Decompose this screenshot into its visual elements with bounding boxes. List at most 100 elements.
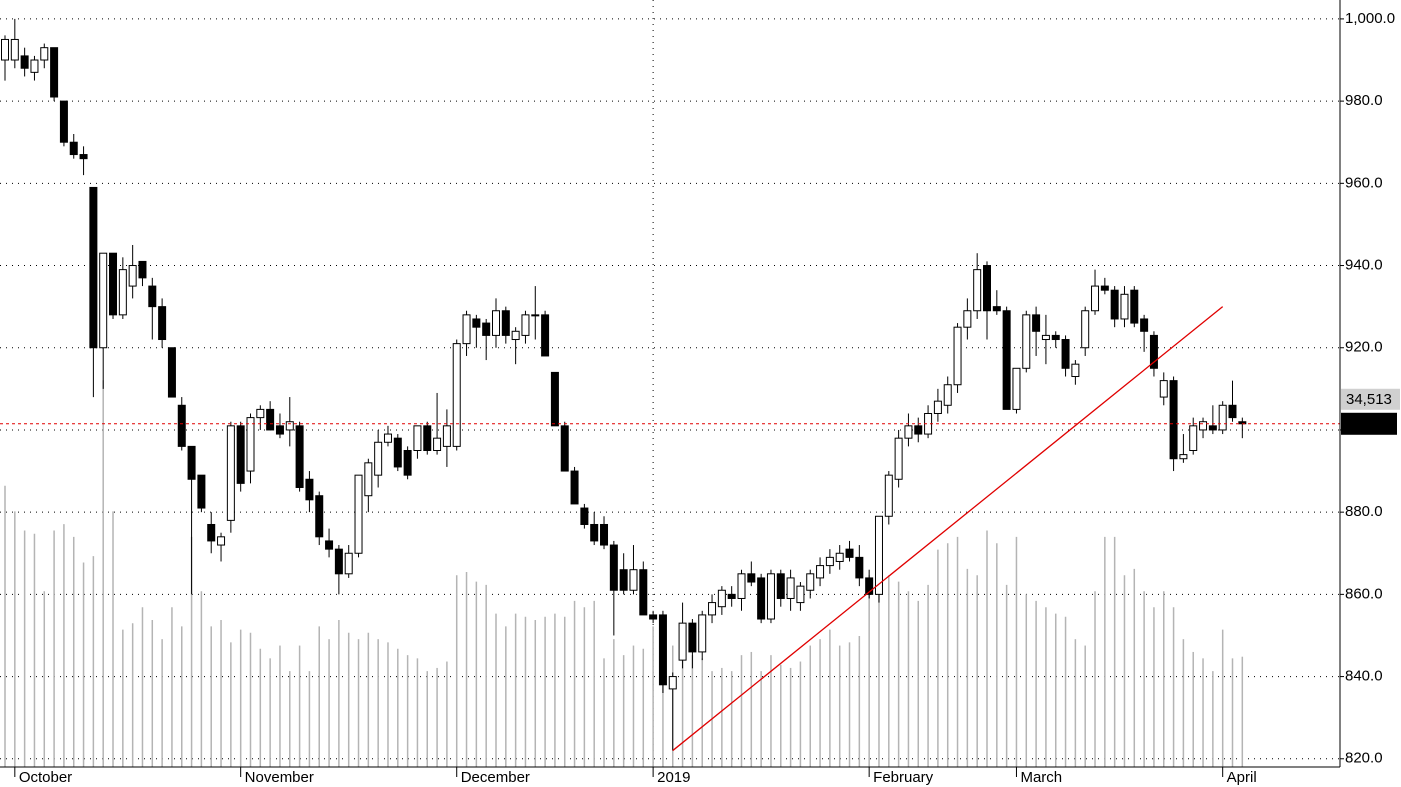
candle-body — [413, 425, 422, 451]
candle-body — [609, 544, 618, 591]
candle-body — [1051, 334, 1060, 341]
candle-body — [766, 573, 775, 620]
candle-body — [933, 400, 942, 415]
candle-body — [344, 552, 353, 575]
candle-body — [325, 540, 334, 550]
candle-layer — [1, 18, 1247, 751]
candle-body — [894, 437, 903, 480]
candle-body — [207, 523, 216, 542]
candle-body — [521, 314, 530, 336]
candle-body — [678, 622, 687, 661]
price-label: 901.5 — [1346, 415, 1384, 432]
candle-body — [295, 425, 304, 488]
candle-body — [1002, 310, 1011, 410]
candle-body — [698, 614, 707, 653]
y-tick-label: 840.0 — [1345, 668, 1383, 685]
candle-body — [757, 577, 766, 620]
candle-body — [1081, 310, 1090, 349]
candle-body — [59, 100, 68, 143]
candle-body — [1032, 314, 1041, 332]
candle-body — [1110, 289, 1119, 320]
candle-body — [138, 260, 147, 279]
candle-body — [1041, 334, 1050, 341]
volume-layer — [4, 380, 1244, 767]
x-tick-label: November — [245, 769, 314, 786]
candle-body — [943, 384, 952, 406]
candle-body — [246, 417, 255, 472]
candle-body — [541, 314, 550, 357]
candle-body — [835, 552, 844, 562]
grid-layer — [0, 0, 1340, 767]
candle-body — [442, 425, 451, 447]
trendline — [672, 306, 1224, 752]
candle-body — [79, 154, 88, 160]
y-tick-label: 860.0 — [1345, 585, 1383, 602]
candle-body — [816, 565, 825, 579]
candle-body — [403, 449, 412, 476]
candle-body — [99, 252, 108, 349]
candle-body — [197, 474, 206, 509]
candle-body — [472, 318, 481, 328]
candle-body — [1218, 404, 1227, 431]
candle-body — [20, 55, 29, 69]
candle-body — [560, 425, 569, 472]
candle-body — [668, 676, 677, 690]
candle-body — [1012, 367, 1021, 410]
candle-body — [1228, 404, 1237, 419]
candle-body — [383, 433, 392, 443]
candle-body — [492, 310, 500, 336]
candle-body — [884, 474, 893, 517]
candle-body — [865, 577, 874, 595]
candle-body — [167, 347, 176, 398]
y-tick-label: 920.0 — [1345, 339, 1383, 356]
candle-body — [256, 408, 265, 419]
candle-body — [1199, 421, 1208, 431]
candle-body — [354, 474, 363, 554]
candle-body — [148, 285, 157, 308]
y-tick-label: 1,000.0 — [1345, 10, 1395, 27]
x-tick-label: February — [873, 769, 934, 786]
candle-body — [649, 614, 658, 620]
candle-body — [914, 425, 923, 435]
candle-body — [40, 47, 49, 61]
candle-body — [177, 404, 186, 447]
candle-body — [570, 470, 579, 505]
y-tick-label: 940.0 — [1345, 257, 1383, 274]
candle-body — [285, 421, 294, 431]
candle-body — [1091, 285, 1100, 312]
candle-body — [118, 269, 127, 316]
candle-body — [992, 306, 1001, 312]
candle-body — [796, 585, 805, 604]
overlay-layer — [0, 306, 1340, 752]
candle-body — [963, 310, 972, 328]
candle-body — [109, 252, 118, 316]
candle-body — [639, 569, 648, 616]
candle-body — [747, 573, 756, 583]
candle-body — [1159, 380, 1168, 398]
volume-label: 34,513 — [1346, 391, 1392, 408]
x-tick-label: October — [19, 769, 72, 786]
price-label-box — [1341, 412, 1397, 435]
candle-body — [708, 602, 717, 616]
candle-body — [1130, 289, 1139, 324]
candle-body — [983, 265, 991, 312]
candle-body — [1169, 380, 1178, 460]
candle-body — [187, 445, 196, 480]
candle-body — [226, 425, 235, 521]
candle-body — [69, 141, 78, 156]
candle-body — [600, 523, 609, 546]
candle-body — [580, 507, 589, 525]
candle-body — [658, 614, 667, 686]
candle-body — [550, 371, 559, 427]
candle-body — [904, 425, 913, 439]
candle-body — [50, 47, 59, 98]
candle-body — [1208, 425, 1217, 431]
candle-body — [717, 589, 726, 608]
candle-body — [374, 441, 383, 476]
candle-body — [393, 437, 402, 468]
candle-body — [688, 622, 697, 653]
candle-body — [266, 408, 275, 431]
y-tick-label: 980.0 — [1345, 92, 1383, 109]
